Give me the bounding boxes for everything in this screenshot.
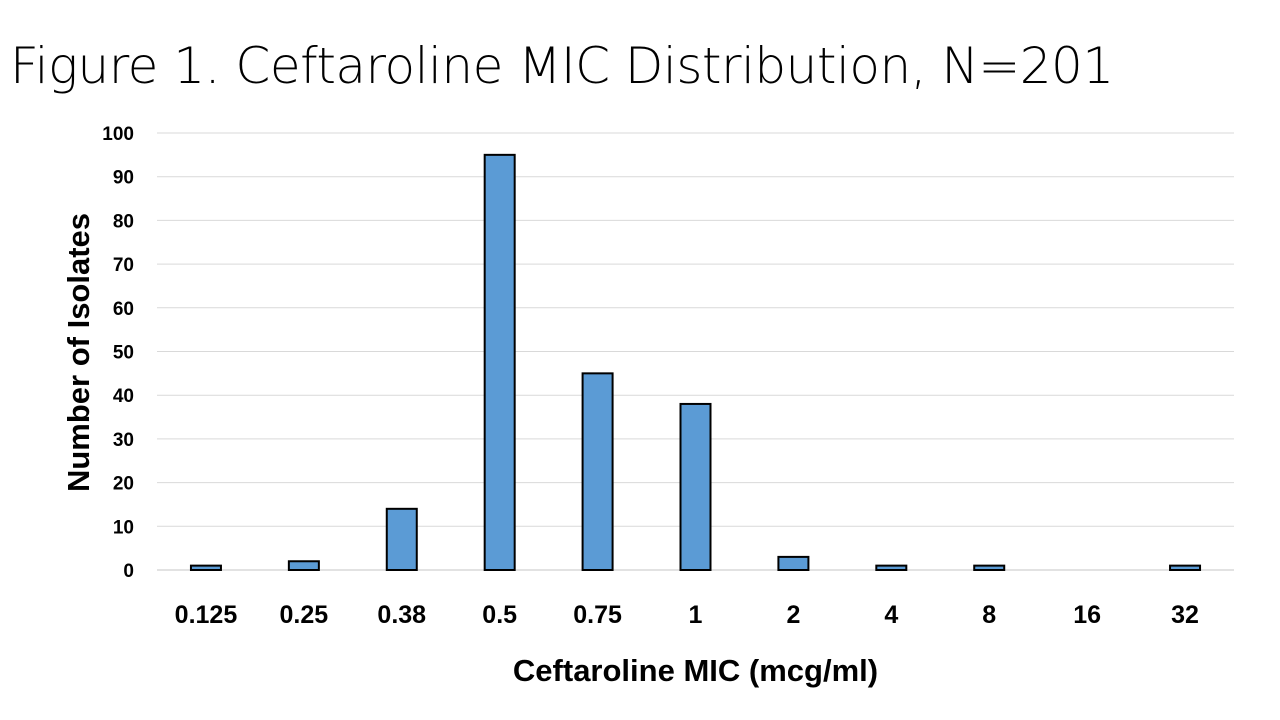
bar: [483, 153, 516, 571]
page-title: Figure 1. Ceftaroline MIC Distribution, …: [10, 37, 1114, 95]
x-tick-label: 0.125: [175, 601, 238, 629]
x-tick-label: 32: [1171, 601, 1199, 629]
y-axis-title: Number of Isolates: [61, 213, 96, 492]
x-tick-label: 1: [689, 601, 703, 629]
x-tick-label: 4: [884, 601, 898, 629]
bar: [287, 560, 320, 572]
y-tick-label: 80: [113, 211, 134, 232]
bar: [973, 564, 1006, 572]
y-tick-label: 100: [102, 124, 134, 145]
y-tick-label: 0: [123, 561, 134, 582]
x-tick-label: 0.38: [377, 601, 426, 629]
bar: [679, 402, 712, 571]
x-axis-title: Ceftaroline MIC (mcg/ml): [513, 653, 878, 688]
x-tick-label: 8: [982, 601, 996, 629]
x-axis-ticks: 0.125 0.25 0.38 0.5 0.75 1 2 4 8 16 32: [175, 601, 1199, 629]
y-axis-ticks: 0 10 20 30 40 50 60 70 80 90 100: [102, 124, 134, 582]
y-tick-label: 60: [113, 299, 134, 320]
bar: [385, 507, 418, 572]
y-tick-label: 70: [113, 255, 134, 276]
bar: [777, 555, 810, 572]
y-tick-label: 10: [113, 517, 134, 538]
bar: [189, 564, 222, 572]
x-tick-label: 2: [786, 601, 800, 629]
x-tick-label: 0.5: [482, 601, 517, 629]
y-tick-label: 90: [113, 168, 134, 189]
bars: [189, 153, 1202, 572]
x-tick-label: 0.75: [573, 601, 622, 629]
bar: [875, 564, 908, 572]
y-tick-label: 30: [113, 430, 134, 451]
y-tick-label: 50: [113, 343, 134, 364]
y-tick-label: 20: [113, 474, 134, 495]
x-tick-label: 16: [1073, 601, 1101, 629]
bar: [581, 372, 614, 571]
y-tick-label: 40: [113, 386, 134, 407]
bar: [1169, 564, 1202, 572]
x-tick-label: 0.25: [280, 601, 329, 629]
